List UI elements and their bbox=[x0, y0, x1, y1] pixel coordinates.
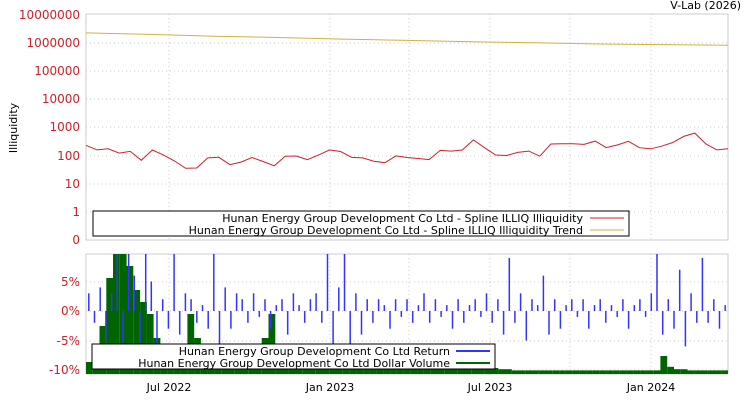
volume-bar bbox=[484, 368, 492, 374]
volume-bar bbox=[660, 356, 668, 374]
volume-bar bbox=[106, 278, 114, 374]
volume-bar bbox=[410, 368, 418, 374]
volume-bar bbox=[342, 368, 350, 374]
y-tick-label: -10% bbox=[49, 363, 80, 377]
volume-bar bbox=[606, 370, 614, 374]
volume-bar bbox=[444, 366, 451, 374]
volume-bar bbox=[369, 368, 377, 374]
volume-bar bbox=[633, 370, 641, 374]
y-tick-label: 1 bbox=[72, 205, 80, 219]
volume-bar bbox=[565, 370, 573, 374]
volume-bar bbox=[694, 370, 701, 374]
y-tick-label: 100000 bbox=[34, 64, 80, 78]
volume-bar bbox=[673, 369, 681, 374]
volume-bar bbox=[417, 368, 424, 374]
volume-bar bbox=[653, 370, 661, 374]
x-tick-label: Jul 2022 bbox=[146, 381, 192, 394]
y-tick-label: 0% bbox=[61, 304, 80, 318]
volume-bar bbox=[491, 368, 499, 374]
volume-bar bbox=[478, 366, 485, 374]
volume-bar bbox=[646, 370, 654, 374]
volume-bar bbox=[450, 365, 458, 374]
volume-bar bbox=[572, 370, 580, 374]
volume-bar bbox=[538, 370, 546, 374]
volume-bar bbox=[532, 370, 539, 374]
y-tick-label: 1000000 bbox=[27, 36, 80, 50]
volume-bar bbox=[86, 362, 93, 374]
y-tick-label: 10000 bbox=[42, 92, 80, 106]
volume-bar bbox=[126, 266, 134, 374]
x-tick-label: Jan 2024 bbox=[626, 381, 675, 394]
volume-bar bbox=[721, 370, 728, 374]
volume-bar bbox=[113, 254, 120, 374]
volume-bar bbox=[356, 368, 364, 374]
volume-bar bbox=[545, 370, 553, 374]
x-tick-label: Jul 2023 bbox=[467, 381, 513, 394]
y-tick-label: 1000 bbox=[49, 120, 80, 134]
volume-bar bbox=[579, 370, 587, 374]
top-legend: Hunan Energy Group Development Co Ltd - … bbox=[92, 210, 630, 237]
legend-return: Hunan Energy Group Development Co Ltd Re… bbox=[179, 345, 450, 358]
volume-bar bbox=[518, 370, 526, 374]
volume-bar bbox=[349, 368, 357, 374]
volume-bar bbox=[525, 370, 533, 374]
volume-bar bbox=[592, 370, 600, 374]
volume-bar bbox=[505, 369, 512, 374]
volume-bar bbox=[133, 290, 141, 374]
volume-bar bbox=[376, 368, 384, 374]
volume-bar bbox=[640, 370, 647, 374]
volume-bar bbox=[613, 370, 620, 374]
bottom-legend: Hunan Energy Group Development Co Ltd Re… bbox=[91, 343, 496, 370]
volume-bar bbox=[437, 368, 445, 374]
legend-trend: Hunan Energy Group Development Co Ltd - … bbox=[189, 224, 583, 237]
y-tick-label: 0 bbox=[72, 233, 80, 247]
volume-bar bbox=[714, 370, 722, 374]
legend-illiquidity: Hunan Energy Group Development Co Ltd - … bbox=[222, 212, 583, 225]
volume-bar bbox=[430, 368, 438, 374]
volume-bar bbox=[619, 370, 627, 374]
volume-bar bbox=[390, 368, 397, 374]
volume-bar bbox=[559, 370, 566, 374]
volume-bar bbox=[626, 370, 634, 374]
y-tick-label: -5% bbox=[57, 334, 80, 348]
volume-bar bbox=[423, 368, 431, 374]
volume-bar bbox=[680, 369, 688, 374]
volume-bar bbox=[511, 370, 519, 374]
volume-bar bbox=[687, 370, 695, 374]
volume-bar bbox=[667, 366, 674, 374]
volume-bar bbox=[396, 368, 404, 374]
volume-bar bbox=[383, 368, 391, 374]
y-tick-label: 100 bbox=[57, 149, 80, 163]
y-tick-label: 10000000 bbox=[19, 8, 80, 22]
y-tick-label: 5% bbox=[61, 275, 80, 289]
volume-bar bbox=[498, 369, 505, 374]
volume-bar bbox=[552, 370, 560, 374]
volume-bar bbox=[586, 370, 593, 374]
y-tick-label: 10 bbox=[65, 177, 80, 191]
illiquidity-trend-line bbox=[85, 32, 729, 46]
volume-bar bbox=[707, 370, 715, 374]
x-tick-label: Jan 2023 bbox=[305, 381, 354, 394]
credit-label: V-Lab (2026) bbox=[670, 0, 741, 12]
illiquidity-line bbox=[85, 132, 729, 169]
volume-bar bbox=[599, 370, 607, 374]
volume-bar bbox=[403, 368, 411, 374]
y-axis-label: Illiquidity bbox=[7, 102, 20, 153]
volume-bar bbox=[140, 302, 147, 374]
legend-volume: Hunan Energy Group Development Co Ltd Do… bbox=[138, 357, 450, 370]
volume-bar bbox=[701, 370, 708, 374]
volume-bar bbox=[363, 368, 370, 374]
